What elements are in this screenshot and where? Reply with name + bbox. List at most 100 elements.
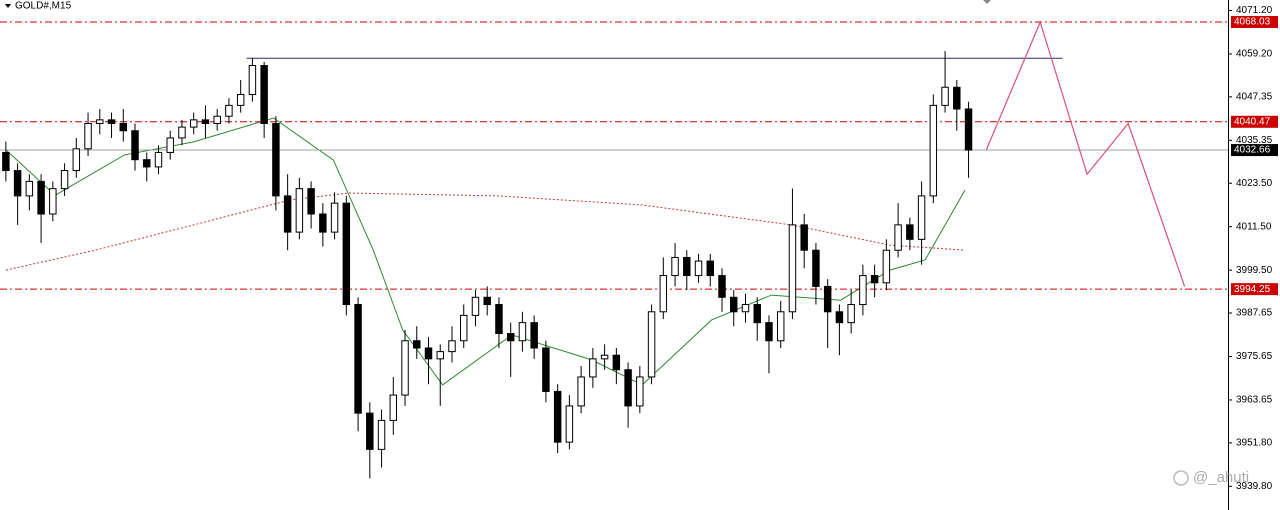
candle-body — [624, 369, 632, 407]
candle-body — [600, 354, 609, 360]
y-tick-label: 4023.50 — [1236, 178, 1273, 189]
candle-body — [882, 249, 891, 284]
candle-body — [917, 195, 926, 240]
candle-body — [612, 354, 621, 371]
watermark: @_ahuti — [1173, 469, 1249, 486]
candle-body — [589, 358, 597, 378]
candle-body — [319, 213, 327, 233]
candle-body — [553, 390, 562, 443]
shift-marker — [983, 0, 991, 4]
level-label-box — [1231, 144, 1278, 157]
projection-line — [985, 20, 1186, 287]
candle-body — [448, 340, 456, 353]
candle-body — [283, 195, 292, 233]
candle-body — [13, 170, 22, 197]
candle-body — [37, 180, 45, 215]
y-tick-label: 4011.50 — [1236, 221, 1272, 232]
menu-arrow — [5, 4, 11, 8]
candle-body — [647, 311, 656, 378]
candle-body — [730, 296, 738, 313]
candle-body — [542, 347, 550, 392]
candle-body — [741, 304, 750, 313]
candle-body — [929, 104, 938, 197]
candle-body — [506, 333, 515, 342]
candle-body — [800, 224, 808, 251]
candle-body — [776, 311, 785, 342]
candle-body — [953, 86, 961, 110]
candle-body — [201, 119, 210, 124]
y-tick-label: 3939.80 — [1236, 481, 1273, 492]
candle-body — [530, 322, 538, 349]
level-label-box — [1231, 283, 1278, 296]
y-tick-label: 3987.65 — [1236, 308, 1273, 319]
candle-body — [765, 322, 773, 342]
candle-body — [518, 322, 527, 342]
y-tick-label: 4059.20 — [1236, 49, 1273, 60]
y-tick-label: 4035.35 — [1236, 135, 1273, 146]
candle-body — [753, 304, 761, 324]
candle-body — [577, 376, 585, 407]
level-label: 4032.66 — [1234, 145, 1271, 156]
candle-body — [25, 180, 34, 197]
candle-body — [683, 256, 691, 277]
candle-body — [248, 65, 257, 96]
candle-body — [859, 275, 867, 306]
candle-body — [342, 202, 351, 306]
y-tick-label: 4047.35 — [1236, 92, 1273, 103]
candle-body — [941, 86, 949, 106]
candle-body — [60, 170, 69, 190]
candle-body — [706, 260, 714, 277]
candle-body — [295, 188, 304, 233]
candle-body — [236, 94, 245, 106]
y-tick-label: 3975.65 — [1236, 351, 1273, 362]
y-tick-label: 3951.80 — [1236, 437, 1273, 448]
candle-body — [436, 351, 444, 360]
candle-body — [189, 119, 198, 128]
level-label-box — [1231, 15, 1278, 28]
candle-body — [495, 304, 503, 335]
candle-body — [823, 285, 832, 313]
candle-body — [788, 224, 797, 313]
candle-body — [178, 126, 186, 139]
candle-body — [96, 119, 104, 124]
candle-body — [119, 122, 127, 132]
price-axis — [1228, 0, 1280, 510]
candle-body — [272, 122, 280, 197]
candle-body — [894, 224, 902, 251]
watermark-text: @_ahuti — [1193, 469, 1249, 486]
candle-body — [307, 188, 315, 215]
candle-body — [906, 224, 914, 240]
level-label: 4040.47 — [1234, 116, 1271, 127]
candle-body — [718, 275, 726, 298]
candle-body — [424, 347, 433, 360]
candle-body — [143, 159, 151, 168]
candle-body — [483, 296, 491, 306]
candle-body — [847, 304, 855, 324]
candle-body — [154, 151, 163, 168]
y-tick-label: 4071.20 — [1236, 5, 1273, 16]
candle-body — [870, 275, 879, 284]
candle-body — [72, 148, 81, 172]
candle-body — [835, 311, 844, 324]
candle-body — [131, 130, 139, 161]
candle-body — [49, 188, 57, 215]
y-tick-label: 3963.65 — [1236, 395, 1273, 406]
candle-body — [213, 115, 221, 124]
candle-body — [636, 376, 644, 407]
candle-body — [166, 137, 174, 153]
candle-body — [659, 275, 668, 313]
candle-body — [812, 249, 820, 287]
candle-body — [460, 314, 468, 342]
level-label: 3994.25 — [1234, 284, 1271, 295]
level-label-box — [1231, 115, 1278, 128]
candle-body — [565, 405, 574, 443]
candle-body — [366, 412, 374, 450]
candle-body — [107, 119, 116, 124]
candle-body — [377, 419, 386, 450]
chart-title: GOLD#,M15 — [15, 1, 72, 12]
candle-body — [401, 340, 409, 396]
y-tick-label: 3999.50 — [1236, 265, 1273, 276]
candle-body — [389, 394, 398, 421]
